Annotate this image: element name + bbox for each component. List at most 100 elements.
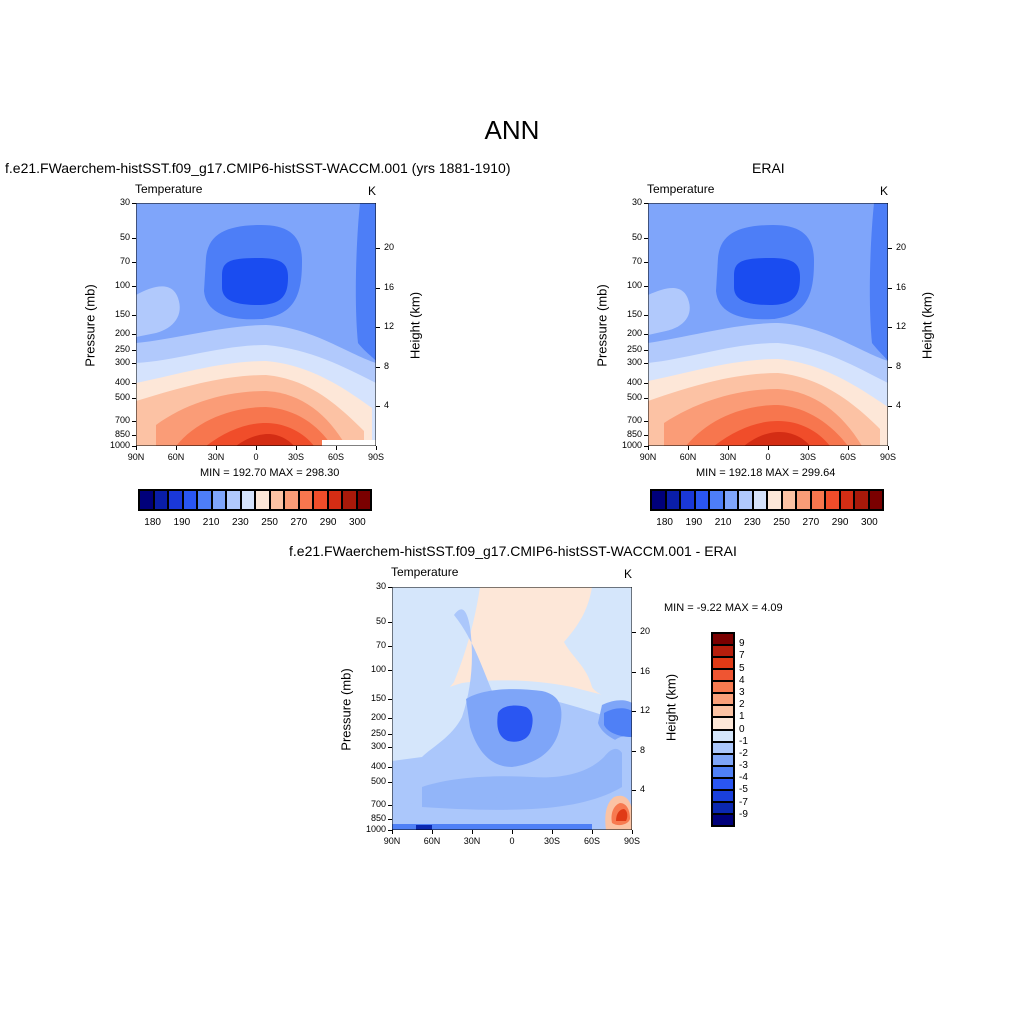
- y-tick-label: 150: [370, 692, 386, 703]
- colorbar-swatch: [139, 490, 154, 510]
- height-axis-label-obs: Height (km): [919, 291, 935, 360]
- height-tick-label: 8: [896, 360, 902, 371]
- height-tick-mark: [888, 287, 892, 289]
- colorbar-swatch: [752, 490, 767, 510]
- x-tick-label: 60S: [839, 452, 856, 462]
- height-tick-label: 4: [896, 400, 902, 411]
- y-tick-label: 850: [370, 812, 386, 823]
- height-axis-label-diff: Height (km): [663, 673, 679, 742]
- temperature-label-model: Temperature: [135, 182, 203, 196]
- x-tick-label: 30S: [287, 452, 304, 462]
- x-tick-mark: [688, 446, 689, 450]
- colorbar-label: 230: [232, 517, 249, 528]
- units-label-model: K: [368, 184, 377, 198]
- colorbar-swatch: [269, 490, 284, 510]
- y-tick-mark: [644, 203, 648, 204]
- colorbar-swatch: [327, 490, 342, 510]
- colorbar: [650, 489, 884, 511]
- x-tick-label: 60N: [167, 452, 185, 462]
- y-tick-mark: [132, 334, 136, 336]
- y-tick-label: 250: [626, 343, 642, 354]
- y-tick-mark: [388, 718, 392, 720]
- colorbar-swatch: [342, 490, 357, 510]
- x-tick-label: 90S: [623, 836, 640, 846]
- colorbar-label: 1: [739, 711, 745, 723]
- y-tick-mark: [132, 203, 136, 204]
- y-tick-label: 70: [375, 639, 386, 650]
- colorbar-swatch: [767, 490, 782, 510]
- contour-fill-band-8: [236, 434, 294, 446]
- y-tick-label: 30: [631, 197, 642, 207]
- colorbar-swatch: [738, 490, 753, 510]
- y-tick-label: 70: [631, 255, 642, 266]
- x-tick-mark: [136, 446, 137, 450]
- x-tick-mark: [512, 830, 513, 834]
- x-tick-label: 0: [253, 452, 259, 462]
- height-tick-mark: [376, 327, 380, 329]
- y-tick-mark: [644, 421, 648, 423]
- colorbar-label: 300: [349, 517, 366, 528]
- contour-fill-cold-right: [604, 708, 632, 737]
- height-tick-label: 8: [384, 360, 390, 371]
- colorbar-label: -5: [739, 784, 748, 796]
- units-label-diff: K: [624, 567, 633, 581]
- y-tick-label: 300: [114, 356, 130, 367]
- contour-fill-left-blob: [136, 286, 180, 337]
- x-tick-mark: [552, 830, 553, 834]
- y-tick-mark: [388, 645, 392, 647]
- panel-title-diff: f.e21.FWaerchem-histSST.f09_g17.CMIP6-hi…: [289, 543, 737, 559]
- y-tick-mark: [132, 286, 136, 288]
- colorbar-swatch: [712, 705, 734, 718]
- units-label-obs: K: [880, 184, 889, 198]
- y-tick-label: 250: [114, 343, 130, 354]
- height-tick-label: 12: [384, 321, 395, 332]
- colorbar-swatch: [226, 490, 241, 510]
- y-tick-label: 700: [114, 415, 130, 426]
- height-tick-mark: [376, 406, 380, 408]
- contour-fill-warm-inner: [616, 809, 628, 821]
- y-tick-label: 30: [119, 197, 130, 207]
- colorbar-label: 250: [261, 517, 278, 528]
- y-tick-label: 50: [631, 232, 642, 243]
- main-title: ANN: [484, 115, 540, 145]
- y-tick-mark: [132, 382, 136, 384]
- y-tick-mark: [132, 238, 136, 240]
- colorbar-swatch: [712, 765, 734, 778]
- stats-diff: MIN = -9.22 MAX = 4.09: [664, 602, 783, 614]
- colorbar-swatch: [356, 490, 371, 510]
- colorbar-swatch: [712, 645, 734, 658]
- height-tick-mark: [376, 248, 380, 249]
- x-tick-label: 60N: [679, 452, 697, 462]
- height-tick-mark: [888, 327, 892, 329]
- x-tick-mark: [432, 830, 433, 834]
- y-tick-mark: [644, 286, 648, 288]
- colorbar-label: 7: [739, 650, 745, 662]
- colorbar-swatch: [712, 681, 734, 694]
- x-tick-mark: [376, 446, 377, 450]
- x-tick-mark: [296, 446, 297, 450]
- colorbar-swatch: [868, 490, 883, 510]
- colorbar-label: -3: [739, 760, 748, 772]
- colorbar-swatch: [712, 801, 734, 814]
- colorbar-label: -1: [739, 735, 748, 747]
- x-tick-label: 30N: [719, 452, 737, 462]
- y-tick-label: 700: [626, 415, 642, 426]
- colorbar-swatch: [284, 490, 299, 510]
- colorbar-label: 180: [656, 517, 673, 528]
- height-tick-label: 16: [896, 281, 907, 292]
- contour-fill-cold-core: [497, 705, 533, 742]
- y-tick-label: 30: [375, 581, 386, 591]
- y-tick-mark: [644, 334, 648, 336]
- y-tick-mark: [132, 397, 136, 399]
- colorbar-swatch: [712, 813, 734, 826]
- x-tick-mark: [848, 446, 849, 450]
- colorbar-label: 2: [739, 699, 745, 711]
- colorbar-swatch: [712, 657, 734, 670]
- y-tick-mark: [644, 349, 648, 351]
- x-tick-label: 60N: [423, 836, 441, 846]
- y-tick-label: 300: [626, 356, 642, 367]
- colorbar: [138, 489, 372, 511]
- colorbar-label: 290: [831, 517, 849, 528]
- x-tick-mark: [256, 446, 257, 450]
- colorbar-swatch: [694, 490, 709, 510]
